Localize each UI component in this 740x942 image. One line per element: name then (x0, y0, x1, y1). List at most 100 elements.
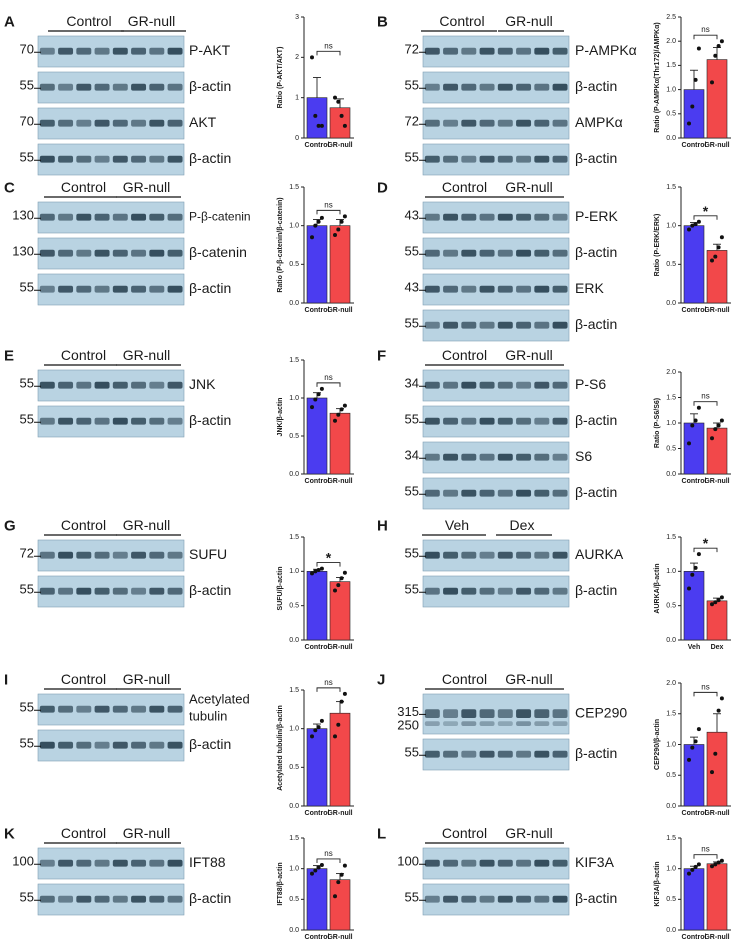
data-point (696, 862, 701, 867)
blot-band (443, 859, 459, 867)
blot-band (167, 741, 183, 749)
data-point (319, 718, 324, 723)
y-axis-label: Acetylated tubulin/β-actin (277, 705, 284, 791)
y-tick-label: 1.5 (666, 394, 676, 401)
blot-label: Acetylated tubulin (189, 692, 250, 724)
blot-band (39, 213, 55, 221)
data-point (319, 123, 324, 128)
blot-band (516, 453, 532, 461)
data-point (690, 223, 695, 228)
data-point (690, 423, 695, 428)
blot-band (552, 47, 568, 55)
data-point (316, 725, 321, 730)
x-tick-label: Control (305, 644, 330, 651)
blot-band (131, 249, 147, 257)
blot-band (516, 489, 532, 497)
blot-band (497, 489, 513, 497)
blot-band (479, 417, 495, 425)
blot-band (149, 47, 165, 55)
x-tick-label: GR-null (327, 142, 352, 149)
blot-band (112, 213, 128, 221)
group-label: Control (442, 825, 487, 841)
blot-label: β-actin (189, 736, 231, 752)
blot-band (443, 83, 459, 91)
data-point (316, 567, 321, 572)
significance-label: ns (701, 845, 709, 854)
data-point (696, 727, 701, 732)
data-point (693, 864, 698, 869)
blot-band (131, 705, 147, 713)
data-point (710, 770, 714, 775)
blot-band (497, 587, 513, 595)
blot-band (443, 285, 459, 293)
data-point (716, 598, 721, 603)
blot-band (94, 381, 110, 389)
data-point (336, 99, 341, 104)
mw-marker: 43 (405, 208, 419, 223)
blot-band (461, 453, 477, 461)
blot-band (131, 155, 147, 163)
bar-control (683, 868, 705, 931)
y-tick-label: 1.5 (289, 357, 299, 364)
bar-dex (706, 600, 728, 641)
blot-band (534, 119, 550, 127)
blot-band (167, 285, 183, 293)
blot-band (39, 859, 55, 867)
blot-band (112, 47, 128, 55)
mw-marker: 43 (405, 280, 419, 295)
blot-band (516, 119, 532, 127)
blot-band (552, 453, 568, 461)
mw-marker: 100 (12, 854, 34, 869)
x-tick-label: Control (682, 810, 707, 817)
data-point (316, 865, 321, 870)
blot-band (167, 895, 183, 903)
blot-band (76, 249, 92, 257)
blot-band (516, 381, 532, 389)
significance-label: ns (324, 373, 332, 382)
blot-band (534, 83, 550, 91)
blot-label: SUFU (189, 546, 227, 562)
blot-band (443, 155, 459, 163)
blot-band (516, 321, 532, 329)
bar-control (306, 868, 328, 931)
panel-letter: A (4, 13, 15, 30)
panel-letter: F (377, 347, 386, 364)
y-axis-label: Ratio (P-AKT/AKT) (277, 47, 284, 109)
bar-control (683, 89, 705, 139)
blot-band (131, 895, 147, 903)
blot-label: β-actin (575, 890, 617, 906)
blot-band (424, 417, 440, 425)
blot-label: β-actin (575, 745, 617, 761)
blot-band (497, 895, 513, 903)
blot-band (461, 709, 477, 718)
x-tick-label: Veh (688, 644, 700, 651)
blot-band (516, 47, 532, 55)
blot-band (94, 83, 110, 91)
data-point (339, 699, 344, 704)
blot-band (443, 709, 459, 718)
blot-band (534, 453, 550, 461)
data-point (693, 222, 698, 227)
blot-band (167, 119, 183, 127)
y-tick-label: 0.0 (289, 300, 299, 307)
blot-band (167, 83, 183, 91)
blot-band (516, 859, 532, 867)
blot-band (39, 249, 55, 257)
blot-label: IFT88 (189, 854, 226, 870)
mw-marker: 250 (397, 717, 419, 732)
blot-band (149, 859, 165, 867)
data-point (336, 880, 341, 885)
data-point (333, 734, 337, 739)
data-point (310, 571, 314, 576)
blot-band (516, 551, 532, 559)
blot-band (167, 551, 183, 559)
blot-band (479, 453, 495, 461)
y-tick-label: 3 (295, 14, 299, 21)
y-tick-label: 0.0 (666, 471, 676, 478)
blot-band (534, 213, 550, 221)
blot-band (424, 587, 440, 595)
